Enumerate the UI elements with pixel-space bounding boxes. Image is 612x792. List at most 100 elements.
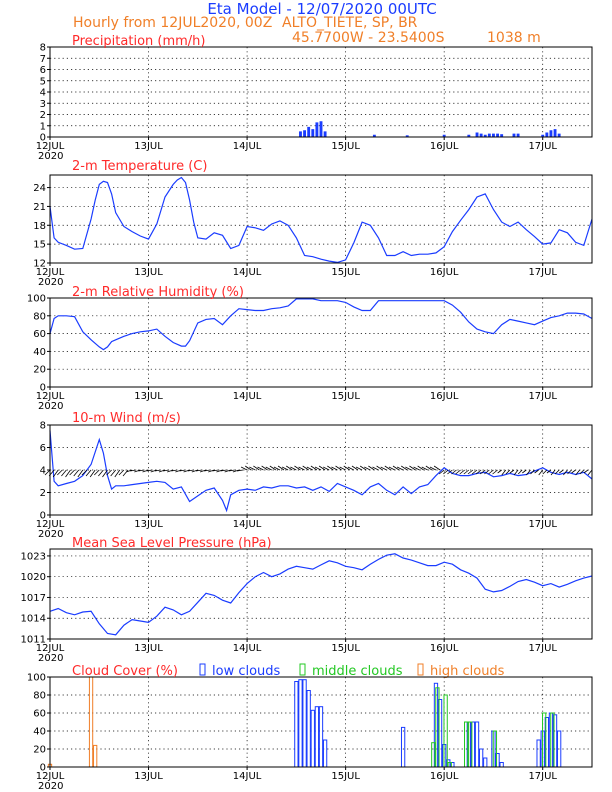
precip-bar [545, 132, 549, 137]
wind-vector [455, 469, 461, 475]
humidity-series-line [49, 298, 593, 351]
wind-vector [497, 469, 502, 474]
temperature-xtick-label: 12JUL [36, 267, 65, 278]
wind-vector [142, 469, 149, 473]
wind-vector [571, 469, 576, 474]
wind-vector [443, 469, 449, 475]
wind-vector [253, 465, 260, 471]
wind-vector [224, 469, 231, 473]
wind-vector [546, 469, 552, 474]
wind-vector [158, 469, 166, 473]
wind-vector [125, 469, 133, 473]
clouds-xtick-label: 17JUL [528, 771, 557, 782]
wind-vector [567, 469, 572, 475]
wind-vector [212, 469, 219, 472]
cloud-bar [474, 721, 480, 768]
wind-xtick-label: 14JUL [233, 519, 262, 530]
precip-title: Precipitation (mm/h) [72, 34, 205, 49]
pressure-xtick-label: 12JUL [36, 643, 65, 654]
wind-vector [110, 469, 117, 477]
wind-vector [65, 469, 71, 478]
pressure-ytick-label: 1017 [21, 593, 46, 604]
wind-vector [179, 469, 186, 472]
precip-bar [487, 133, 491, 137]
wind-ytick-label: 2 [40, 488, 46, 499]
wind-vector [505, 469, 511, 475]
wind-vector [85, 469, 92, 477]
wind-vector [467, 469, 474, 475]
precip-ytick-label: 2 [40, 110, 46, 121]
wind-vector [302, 465, 309, 471]
wind-vector [351, 465, 359, 471]
wind-vector [388, 466, 396, 471]
wind-vector [171, 469, 178, 472]
wind-vector [343, 465, 350, 471]
wind-title: 10-m Wind (m/s) [72, 411, 181, 426]
clouds-xtick-label: 12JUL [36, 771, 65, 782]
wind-vector [392, 465, 400, 471]
wind-vector [89, 469, 96, 478]
temperature-ytick-label: 24 [33, 183, 46, 194]
wind-vector [154, 469, 161, 472]
wind-vector [220, 469, 227, 472]
cloud-bar [431, 742, 436, 768]
wind-vector [228, 469, 235, 472]
wind-vector [269, 465, 277, 471]
wind-vector [583, 469, 589, 474]
clouds-xtick-label: 15JUL [331, 771, 360, 782]
humidity-panel: 0 20 40 60 80 100 12JUL 13JUL 14JUL 15JUL 16JUL 17J… [27, 285, 593, 412]
wind-ytick-label: 8 [40, 421, 46, 432]
humidity-xtick-label: 12JUL [36, 391, 65, 402]
wind-vector [310, 465, 318, 471]
precip-bar [479, 133, 483, 137]
pressure-xtick-label: 16JUL [430, 643, 459, 654]
precip-ytick-label: 3 [40, 99, 46, 110]
wind-ytick-label: 0 [40, 511, 46, 522]
temperature-series-line [49, 176, 593, 264]
clouds-ytick-label: 80 [33, 691, 46, 702]
wind-vector [376, 465, 383, 471]
wind-vector [261, 465, 268, 471]
humidity-xtick-label: 14JUL [233, 391, 262, 402]
temperature-ytick-label: 21 [33, 202, 46, 213]
wind-vector [249, 466, 256, 471]
cloud-bar [88, 676, 94, 768]
temperature-xtick-label: 16JUL [430, 267, 459, 278]
cloud-bar [93, 744, 98, 768]
station-elevation: 1038 m [487, 30, 541, 46]
clouds-ytick-label: 40 [33, 727, 46, 738]
wind-vector [146, 469, 153, 472]
humidity-year-label: 2020 [38, 401, 63, 412]
wind-vector [463, 469, 470, 475]
pressure-panel: 1011 1014 1017 1020 1023 12JUL 13JUL 14JUL 15JUL… [21, 536, 593, 664]
wind-xtick-label: 16JUL [430, 519, 459, 530]
pressure-series-line [49, 553, 593, 636]
wind-panel: 0 2 4 6 8 12JUL 13JUL 14JUL 15JUL 16JUL 17JUL 2020 1… [36, 411, 593, 540]
wind-vector [277, 465, 285, 471]
temperature-frame [49, 174, 593, 264]
temperature-xtick-label: 15JUL [331, 267, 360, 278]
wind-vector [244, 465, 252, 471]
wind-vector [509, 469, 515, 474]
wind-vector [447, 469, 453, 475]
station-name: ALTO_TIETE, SP, BR [282, 15, 418, 31]
wind-vector [331, 466, 338, 471]
wind-vector [294, 465, 301, 471]
wind-vector [484, 469, 490, 475]
wind-vector [286, 465, 293, 471]
humidity-title: 2-m Relative Humidity (%) [72, 285, 244, 300]
wind-vector [232, 469, 240, 473]
wind-vector [347, 466, 355, 471]
precip-ytick-label: 4 [40, 88, 46, 99]
wind-vector [526, 469, 531, 476]
wind-vector [359, 465, 367, 471]
wind-vector [587, 469, 593, 476]
wind-vector [542, 469, 548, 475]
wind-xtick-label: 15JUL [331, 519, 360, 530]
wind-vector [240, 466, 248, 471]
wind-vector [216, 469, 223, 473]
precip-bar [315, 122, 319, 137]
wind-vector [134, 469, 141, 473]
humidity-ytick-label: 40 [33, 347, 46, 358]
wind-ytick-label: 4 [40, 466, 46, 477]
